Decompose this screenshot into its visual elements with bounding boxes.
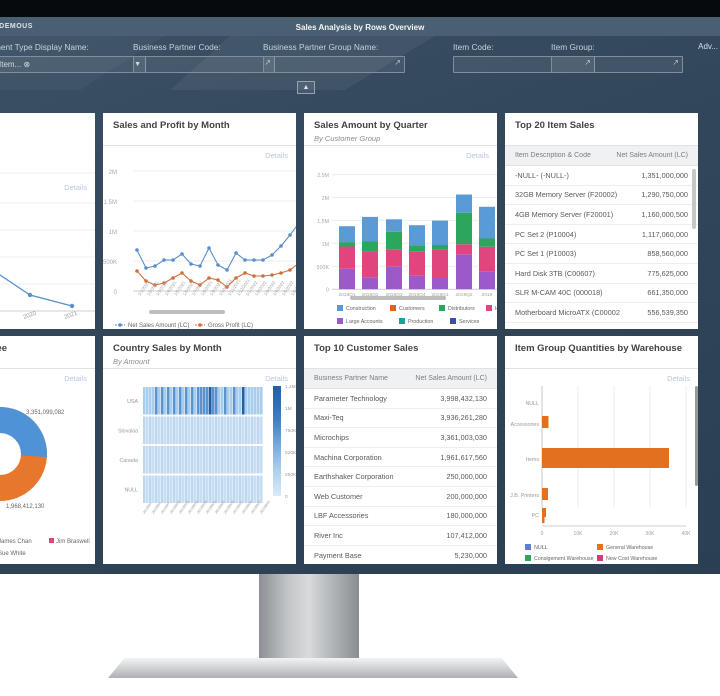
svg-text:James Chan: James Chan: [0, 539, 32, 545]
svg-text:Gross Profit (LC): Gross Profit (LC): [208, 323, 253, 329]
svg-text:0: 0: [114, 290, 118, 296]
svg-text:Sue White: Sue White: [0, 551, 26, 557]
svg-text:High Tech: High Tech: [495, 306, 497, 312]
svg-text:NULL: NULL: [124, 487, 138, 493]
svg-text:2019: 2019: [482, 292, 493, 298]
svg-text:Construction: Construction: [346, 306, 376, 312]
svg-text:750K: 750K: [285, 428, 296, 434]
svg-text:10K: 10K: [574, 531, 584, 537]
svg-text:Consigement Warehouse: Consigement Warehouse: [534, 556, 594, 562]
svg-text:1M: 1M: [285, 406, 292, 412]
svg-text:2018Q4: 2018Q4: [408, 292, 425, 298]
svg-text:2.5M: 2.5M: [317, 173, 329, 179]
svg-text:2019Q1: 2019Q1: [431, 292, 448, 298]
svg-text:PC: PC: [532, 513, 540, 519]
svg-text:2021: 2021: [64, 310, 79, 320]
svg-text:1M: 1M: [109, 230, 117, 236]
svg-text:Distributors: Distributors: [448, 306, 475, 312]
svg-text:Slovakia: Slovakia: [118, 428, 138, 434]
svg-text:2018Q3: 2018Q3: [385, 292, 402, 298]
svg-text:Canada: Canada: [119, 458, 138, 464]
svg-text:2M: 2M: [109, 170, 117, 176]
svg-text:Large Accounts: Large Accounts: [346, 319, 383, 325]
svg-text:1.5M: 1.5M: [317, 219, 329, 225]
svg-text:1.2M: 1.2M: [285, 384, 296, 390]
svg-text:30K: 30K: [646, 531, 656, 537]
svg-text:J.B. Printers: J.B. Printers: [510, 493, 539, 499]
svg-text:2020: 2020: [23, 310, 38, 320]
svg-text:2018Q1: 2018Q1: [338, 292, 355, 298]
svg-text:NULL: NULL: [534, 545, 548, 551]
svg-text:1.5M: 1.5M: [104, 200, 117, 206]
svg-text:2M: 2M: [322, 196, 329, 202]
svg-text:0: 0: [326, 288, 329, 294]
svg-text:Accessories: Accessories: [510, 422, 539, 428]
svg-text:Services: Services: [459, 319, 480, 325]
svg-text:40K: 40K: [682, 531, 692, 537]
svg-text:Customers: Customers: [399, 306, 425, 312]
svg-text:0: 0: [541, 531, 544, 537]
svg-text:Net Sales Amount (LC): Net Sales Amount (LC): [128, 323, 189, 329]
svg-text:Items: Items: [526, 457, 539, 463]
svg-text:New Cost Warehouse: New Cost Warehouse: [606, 556, 657, 562]
svg-text:1,968,412,130: 1,968,412,130: [6, 504, 45, 510]
svg-text:20K: 20K: [610, 531, 620, 537]
svg-text:General Warehouse: General Warehouse: [606, 545, 653, 551]
svg-text:2018Q2: 2018Q2: [361, 292, 378, 298]
svg-text:NULL: NULL: [525, 401, 539, 407]
svg-text:USA: USA: [127, 399, 138, 405]
svg-text:2019Q2: 2019Q2: [455, 292, 472, 298]
svg-text:1M: 1M: [322, 242, 329, 248]
svg-text:0: 0: [285, 494, 288, 500]
svg-text:250K: 250K: [285, 472, 296, 478]
svg-text:Production: Production: [408, 319, 433, 325]
svg-text:Jim Braswell: Jim Braswell: [56, 539, 90, 545]
svg-text:500K: 500K: [103, 260, 117, 266]
svg-text:500K: 500K: [317, 265, 330, 271]
svg-text:3,351,099,082: 3,351,099,082: [26, 410, 65, 416]
svg-text:520K: 520K: [285, 450, 296, 456]
